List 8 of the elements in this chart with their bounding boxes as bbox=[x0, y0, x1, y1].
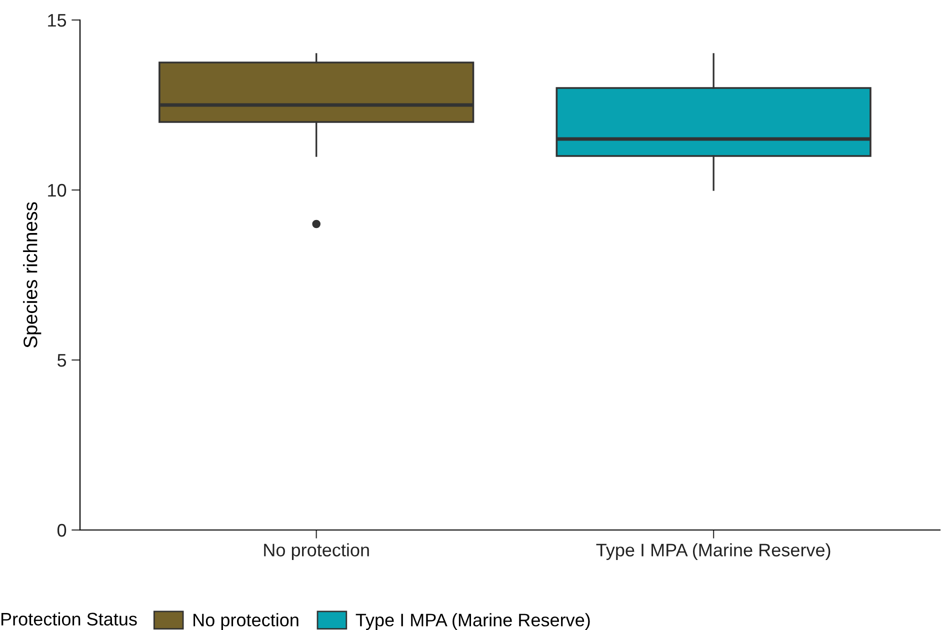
y-tick-label: 10 bbox=[48, 184, 66, 197]
legend-label: No protection bbox=[194, 613, 298, 630]
y-tick-label: 0 bbox=[57, 524, 66, 537]
y-axis-title: Species richness bbox=[23, 202, 42, 348]
y-tick-label: 15 bbox=[48, 14, 66, 27]
legend-label: Type I MPA (Marine Reserve) bbox=[356, 613, 590, 630]
legend-title: Protection Status bbox=[1, 612, 137, 626]
y-tick-label: 5 bbox=[57, 354, 66, 367]
